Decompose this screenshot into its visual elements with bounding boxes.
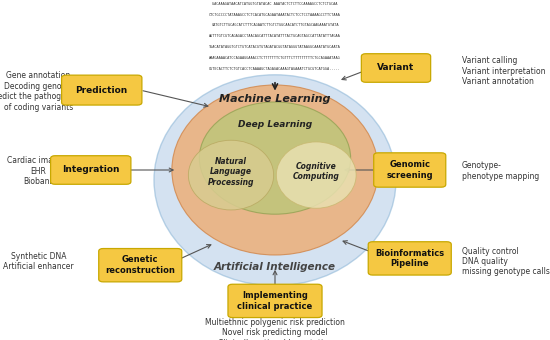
Text: CTCTGCCCCTATAAAGCCTCTCACATGCAGAATAAATACTCTCCTCCTAAAAGCCTTCTAAA: CTCTGCCCCTATAAAGCCTCTCACATGCAGAATAAATACT…	[209, 13, 341, 17]
Text: Genomic
screening: Genomic screening	[387, 160, 433, 180]
FancyBboxPatch shape	[361, 54, 431, 82]
FancyBboxPatch shape	[51, 156, 131, 184]
FancyBboxPatch shape	[374, 153, 446, 187]
Text: Genetic
reconstruction: Genetic reconstruction	[105, 255, 175, 275]
Text: Variant: Variant	[377, 64, 415, 72]
Text: Cardiac imaging
EHR
Biobank: Cardiac imaging EHR Biobank	[7, 156, 70, 186]
Ellipse shape	[172, 85, 378, 255]
Text: Machine Learning: Machine Learning	[219, 94, 331, 104]
Text: Prediction: Prediction	[76, 86, 128, 95]
Text: Cognitive
Computing: Cognitive Computing	[293, 162, 340, 182]
FancyBboxPatch shape	[228, 284, 322, 318]
Text: Quality control
DNA quality
missing genotype calls: Quality control DNA quality missing geno…	[462, 246, 550, 276]
Text: AAAGAAAACATCCAGAAGGAAACCTCTTTTTTTCTGTTTCTTTTTTTTTCTGCAGAAATAAG: AAAGAAAACATCCAGAAGGAAACCTCTTTTTTTCTGTTTC…	[209, 56, 341, 60]
Text: Implementing
clinical practice: Implementing clinical practice	[238, 291, 312, 311]
Text: Gene annotation
Decoding genome
Predict the pathogenicity
of coding variants: Gene annotation Decoding genome Predict …	[0, 71, 87, 112]
Text: Natural
Language
Processing: Natural Language Processing	[208, 157, 254, 187]
Text: Multiethnic polygenic risk prediction
Novel risk predicting model
Clinically act: Multiethnic polygenic risk prediction No…	[205, 318, 345, 340]
Ellipse shape	[276, 142, 356, 208]
Ellipse shape	[199, 102, 351, 214]
FancyBboxPatch shape	[368, 242, 451, 275]
FancyBboxPatch shape	[99, 249, 182, 282]
Ellipse shape	[188, 140, 274, 210]
Text: CATGTCTTGCAGCATCTTTCAGAATCTTGTCTGGCAACATCTTGTAGCAAGAAATGTATA: CATGTCTTGCAGCATCTTTCAGAATCTTGTCTGGCAACAT…	[211, 23, 339, 28]
Text: Bioinformatics
Pipeline: Bioinformatics Pipeline	[375, 249, 444, 268]
Text: Artificial Intelligence: Artificial Intelligence	[214, 262, 336, 272]
Text: TGACATATAGGTGTCTGTCATACGTGTAGATACGGTATAGGGTATAAGGCAAATATGCAATA: TGACATATAGGTGTCTGTCATACGTGTAGATACGGTATAG…	[209, 45, 341, 49]
Text: Deep Learning: Deep Learning	[238, 120, 312, 129]
Text: GGTECACTTCTCTGTCACCTCAAAAGCTAGAGACAAAGTAGAAATCTGCGTCATGGA.....: GGTECACTTCTCTGTCACCTCAAAAGCTAGAGACAAAGTA…	[209, 67, 341, 71]
Text: Integration: Integration	[62, 166, 119, 174]
Text: GACAAAGATAACATCATGGTGTATACAC AAATACTCTCTTCCAAAAGCCTCTCTGCAA: GACAAAGATAACATCATGGTGTATACAC AAATACTCTCT…	[212, 2, 338, 6]
Text: Genotype-
phenotype mapping: Genotype- phenotype mapping	[462, 162, 539, 181]
Text: Variant calling
Variant interpretation
Variant annotation: Variant calling Variant interpretation V…	[462, 56, 546, 86]
Ellipse shape	[154, 75, 396, 286]
FancyBboxPatch shape	[62, 75, 142, 105]
Text: AGTTTGTCGTCAGAGACCTAACAGCATTTACATATTTACTGCAGTAGCCATTATATTTAGAA: AGTTTGTCGTCAGAGACCTAACAGCATTTACATATTTACT…	[209, 34, 341, 38]
Text: Synthetic DNA
Artificial enhancer: Synthetic DNA Artificial enhancer	[3, 252, 74, 271]
